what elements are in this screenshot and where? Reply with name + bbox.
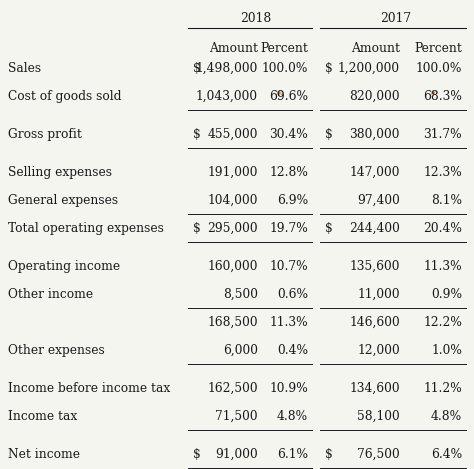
Text: 91,000: 91,000: [215, 448, 258, 461]
Text: Cost of goods sold: Cost of goods sold: [8, 90, 121, 103]
Text: 30.4%: 30.4%: [269, 128, 308, 141]
Text: Sales: Sales: [8, 62, 41, 75]
Text: 0.6%: 0.6%: [277, 288, 308, 301]
Text: 10.7%: 10.7%: [269, 260, 308, 273]
Text: Income tax: Income tax: [8, 410, 77, 423]
Text: 4.8%: 4.8%: [431, 410, 462, 423]
Text: 135,600: 135,600: [349, 260, 400, 273]
Text: 19.7%: 19.7%: [269, 222, 308, 235]
Text: $: $: [193, 62, 201, 75]
Text: 12,000: 12,000: [357, 344, 400, 357]
Text: 69.6%: 69.6%: [269, 90, 308, 103]
Text: 134,600: 134,600: [349, 382, 400, 395]
Text: 160,000: 160,000: [208, 260, 258, 273]
Text: 2018: 2018: [240, 12, 271, 25]
Text: $: $: [193, 222, 201, 235]
Text: Income before income tax: Income before income tax: [8, 382, 170, 395]
Text: 191,000: 191,000: [208, 166, 258, 179]
Text: 147,000: 147,000: [349, 166, 400, 179]
Text: 1,498,000: 1,498,000: [196, 62, 258, 75]
Text: $: $: [193, 128, 201, 141]
Text: *: *: [276, 90, 282, 103]
Text: Net income: Net income: [8, 448, 80, 461]
Text: 11.3%: 11.3%: [269, 316, 308, 329]
Text: 295,000: 295,000: [207, 222, 258, 235]
Text: 12.3%: 12.3%: [423, 166, 462, 179]
Text: *: *: [430, 90, 436, 103]
Text: 11,000: 11,000: [357, 288, 400, 301]
Text: Other income: Other income: [8, 288, 93, 301]
Text: 12.8%: 12.8%: [269, 166, 308, 179]
Text: Total operating expenses: Total operating expenses: [8, 222, 164, 235]
Text: 455,000: 455,000: [208, 128, 258, 141]
Text: $: $: [193, 448, 201, 461]
Text: 146,600: 146,600: [349, 316, 400, 329]
Text: Percent: Percent: [260, 42, 308, 55]
Text: Gross profit: Gross profit: [8, 128, 82, 141]
Text: 58,100: 58,100: [357, 410, 400, 423]
Text: 76,500: 76,500: [357, 448, 400, 461]
Text: 1,200,000: 1,200,000: [338, 62, 400, 75]
Text: 6,000: 6,000: [223, 344, 258, 357]
Text: $: $: [325, 448, 333, 461]
Text: 2017: 2017: [380, 12, 411, 25]
Text: Amount: Amount: [351, 42, 400, 55]
Text: 0.9%: 0.9%: [431, 288, 462, 301]
Text: 97,400: 97,400: [357, 194, 400, 207]
Text: 104,000: 104,000: [208, 194, 258, 207]
Text: 6.9%: 6.9%: [277, 194, 308, 207]
Text: 8.1%: 8.1%: [431, 194, 462, 207]
Text: 11.3%: 11.3%: [423, 260, 462, 273]
Text: Operating income: Operating income: [8, 260, 120, 273]
Text: 820,000: 820,000: [349, 90, 400, 103]
Text: 11.2%: 11.2%: [423, 382, 462, 395]
Text: 162,500: 162,500: [207, 382, 258, 395]
Text: 380,000: 380,000: [349, 128, 400, 141]
Text: 1,043,000: 1,043,000: [196, 90, 258, 103]
Text: 100.0%: 100.0%: [416, 62, 462, 75]
Text: $: $: [325, 62, 333, 75]
Text: 100.0%: 100.0%: [262, 62, 308, 75]
Text: 6.4%: 6.4%: [431, 448, 462, 461]
Text: 1.0%: 1.0%: [431, 344, 462, 357]
Text: 244,400: 244,400: [349, 222, 400, 235]
Text: Amount: Amount: [209, 42, 258, 55]
Text: 68.3%: 68.3%: [423, 90, 462, 103]
Text: 10.9%: 10.9%: [269, 382, 308, 395]
Text: $: $: [325, 128, 333, 141]
Text: 8,500: 8,500: [223, 288, 258, 301]
Text: 12.2%: 12.2%: [423, 316, 462, 329]
Text: General expenses: General expenses: [8, 194, 118, 207]
Text: Selling expenses: Selling expenses: [8, 166, 112, 179]
Text: 4.8%: 4.8%: [277, 410, 308, 423]
Text: Percent: Percent: [414, 42, 462, 55]
Text: 6.1%: 6.1%: [277, 448, 308, 461]
Text: Other expenses: Other expenses: [8, 344, 105, 357]
Text: 71,500: 71,500: [215, 410, 258, 423]
Text: 31.7%: 31.7%: [423, 128, 462, 141]
Text: 0.4%: 0.4%: [277, 344, 308, 357]
Text: 20.4%: 20.4%: [423, 222, 462, 235]
Text: 168,500: 168,500: [207, 316, 258, 329]
Text: $: $: [325, 222, 333, 235]
